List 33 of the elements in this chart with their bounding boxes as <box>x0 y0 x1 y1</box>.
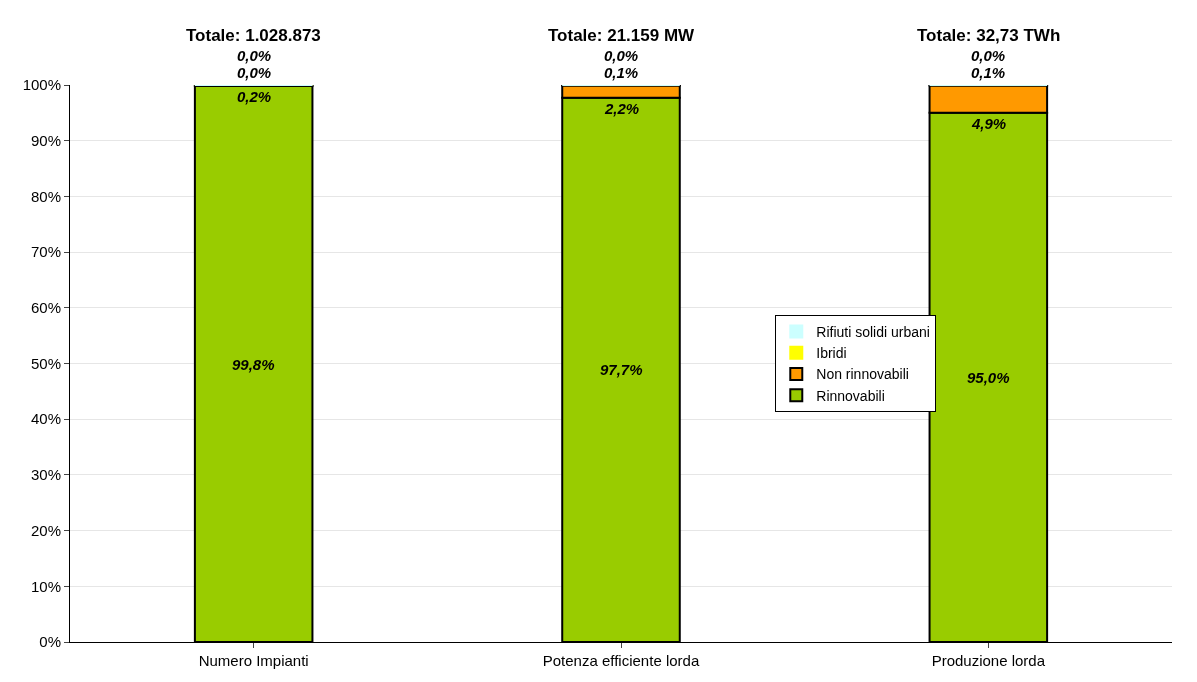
data-label: 95,0% <box>967 369 1010 386</box>
legend-label: Rifiuti solidi urbani <box>816 324 930 341</box>
legend-label: Rinnovabili <box>816 387 885 404</box>
y-tick-label: 80% <box>30 187 61 205</box>
text: Totale: 1.028.873 <box>186 26 321 45</box>
y-tick-label: 100% <box>22 76 61 94</box>
y-tick-label: 30% <box>30 466 61 484</box>
x-tick-label: Potenza efficiente lorda <box>542 652 700 669</box>
data-label: 0,1% <box>604 64 639 81</box>
data-label: 2,2% <box>604 100 640 117</box>
x-tick-label: Numero Impianti <box>198 652 309 669</box>
legend-label: Ibridi <box>816 345 847 362</box>
y-tick-label: 0% <box>39 633 61 651</box>
y-tick-label: 20% <box>30 521 61 539</box>
data-label: 0,0% <box>604 47 639 64</box>
data-label: 4,9% <box>971 115 1007 132</box>
data-label: 97,7% <box>600 361 643 378</box>
data-label: 0,0% <box>971 47 1006 64</box>
text: Totale: 32,73 TWh <box>917 26 1061 45</box>
x-tick-label: Produzione lorda <box>931 652 1046 669</box>
data-label: 0,1% <box>971 64 1006 81</box>
y-tick-label: 40% <box>30 410 61 428</box>
data-label: 0,0% <box>237 47 272 64</box>
y-tick-label: 90% <box>30 131 61 149</box>
legend-label: Non rinnovabili <box>816 366 909 383</box>
data-label: 0,2% <box>237 88 272 105</box>
y-tick-label: 10% <box>30 577 61 595</box>
data-label: 0,0% <box>237 64 272 81</box>
data-label: 99,8% <box>232 356 275 373</box>
y-tick-label: 60% <box>30 299 61 317</box>
y-tick-label: 70% <box>30 243 61 261</box>
y-tick-label: 50% <box>30 354 61 372</box>
text: Totale: 21.159 MW <box>548 26 696 45</box>
